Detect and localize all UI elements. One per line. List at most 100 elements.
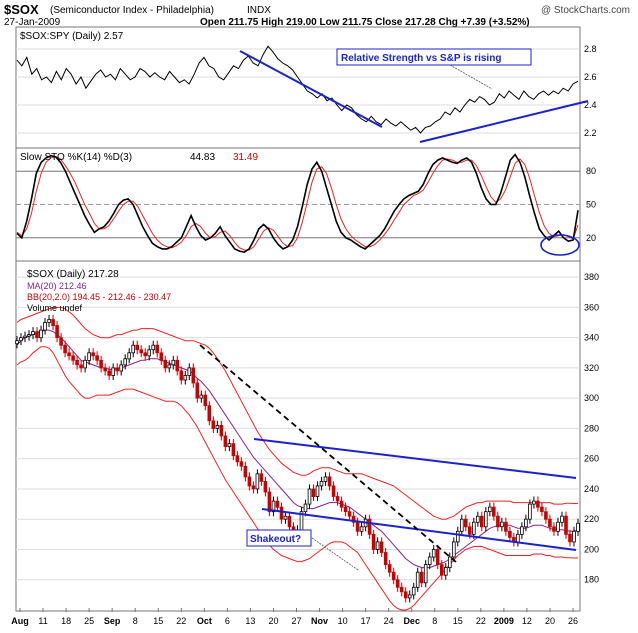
x-axis-tick-label: 20 xyxy=(545,616,555,626)
candlestick xyxy=(532,500,536,505)
candlestick xyxy=(259,473,264,482)
candlestick xyxy=(207,405,212,422)
x-axis-tick-label: 6 xyxy=(225,616,230,626)
x-axis-tick-label: 25 xyxy=(84,616,94,626)
rs-annotation-pointer xyxy=(449,64,493,90)
candlestick xyxy=(191,367,196,384)
candlestick xyxy=(219,424,224,437)
rs-uptrend-line xyxy=(419,100,589,143)
candlestick xyxy=(147,349,152,357)
candlestick xyxy=(439,564,444,576)
price-tick-label: 200 xyxy=(584,544,599,554)
chart-index-name: (Semiconductor Index - Philadelphia) xyxy=(50,5,214,16)
price-lower-channel-line xyxy=(261,508,577,551)
candlestick xyxy=(179,370,184,381)
x-axis-tick-label: 17 xyxy=(361,616,371,626)
candlestick xyxy=(223,435,228,448)
watermark: @ StockCharts.com xyxy=(541,5,630,16)
candlestick xyxy=(243,465,248,478)
candlestick xyxy=(319,480,324,487)
price-tick-label: 380 xyxy=(584,272,599,282)
candlestick xyxy=(540,506,544,513)
candlestick xyxy=(576,522,580,532)
candlestick xyxy=(491,506,496,517)
candlestick xyxy=(15,340,19,345)
candlestick xyxy=(335,496,340,502)
legend-volume: Volume undef xyxy=(27,303,83,313)
candlestick xyxy=(411,586,416,596)
sto-k-value: 44.83 xyxy=(190,152,215,163)
price-tick-label: 180 xyxy=(584,575,599,585)
candlestick xyxy=(271,500,276,513)
candlestick xyxy=(451,541,456,558)
legend-bb: BB(20,2.0) 194.45 - 212.46 - 230.47 xyxy=(27,292,171,302)
candlestick xyxy=(203,394,208,407)
price-panel-title: $SOX (Daily) 217.28 xyxy=(27,269,119,280)
candlestick xyxy=(568,533,572,543)
candlestick xyxy=(496,515,500,528)
candlestick xyxy=(287,515,292,528)
candlestick xyxy=(75,359,79,366)
x-axis-tick-label: Dec xyxy=(403,616,420,626)
sto-panel: 20 50 80 xyxy=(16,153,596,254)
shakeout-annotation-box xyxy=(246,529,312,547)
candlestick xyxy=(399,586,404,593)
candlestick xyxy=(35,331,39,339)
candlestick xyxy=(560,515,564,523)
candlestick xyxy=(79,364,83,369)
candlestick xyxy=(139,349,144,354)
candlestick xyxy=(159,352,164,361)
candlestick xyxy=(419,571,424,584)
candlestick xyxy=(552,526,556,532)
candlestick xyxy=(463,518,468,528)
candlestick xyxy=(431,549,436,558)
candlestick xyxy=(235,455,240,463)
legend-ma: MA(20) 212.46 xyxy=(27,281,87,291)
candlestick xyxy=(351,515,356,523)
candlestick xyxy=(119,364,124,372)
candlestick xyxy=(67,352,71,357)
candlestick xyxy=(383,552,388,566)
x-axis-tick-label: 22 xyxy=(176,616,186,626)
candlestick xyxy=(548,518,552,528)
candlestick xyxy=(215,424,220,429)
price-tick-label: 260 xyxy=(584,454,599,464)
candlestick xyxy=(59,337,63,346)
candlestick xyxy=(355,521,360,532)
candlestick xyxy=(171,359,176,366)
x-axis-tick-label: 20 xyxy=(268,616,278,626)
x-axis-tick-label: Aug xyxy=(11,616,29,626)
candlestick xyxy=(500,521,504,528)
candlestick xyxy=(27,334,31,337)
candlestick xyxy=(435,549,440,566)
sto-circle-annotation xyxy=(540,234,580,256)
candlestick xyxy=(459,518,464,532)
candlestick xyxy=(283,515,288,520)
candlestick xyxy=(51,319,55,326)
x-axis-tick-label: 10 xyxy=(338,616,348,626)
sto-tick-label: 80 xyxy=(586,166,596,176)
candlestick xyxy=(87,352,91,361)
candlestick xyxy=(187,367,192,376)
candlestick xyxy=(403,591,408,599)
candlestick xyxy=(564,515,568,535)
rs-annotation-box xyxy=(336,48,532,66)
candlestick xyxy=(19,337,23,342)
price-tick-label: 280 xyxy=(584,423,599,433)
x-axis-tick-label: 15 xyxy=(453,616,463,626)
candlestick xyxy=(471,521,476,535)
candlestick xyxy=(211,420,216,429)
candlestick xyxy=(359,526,364,532)
candlestick xyxy=(103,367,108,372)
candlestick xyxy=(508,530,512,538)
candlestick xyxy=(251,485,256,490)
candlestick xyxy=(99,359,103,369)
x-axis-tick-label: 8 xyxy=(133,616,138,626)
candlestick xyxy=(387,564,392,573)
candlestick xyxy=(279,506,284,520)
candlestick xyxy=(455,530,460,543)
candlestick xyxy=(524,518,528,528)
x-axis: Aug 11 18 25 Sep 8 15 22 Oct 6 13 20 27 Nov 10 17 24 Dec 8… xyxy=(11,608,578,626)
